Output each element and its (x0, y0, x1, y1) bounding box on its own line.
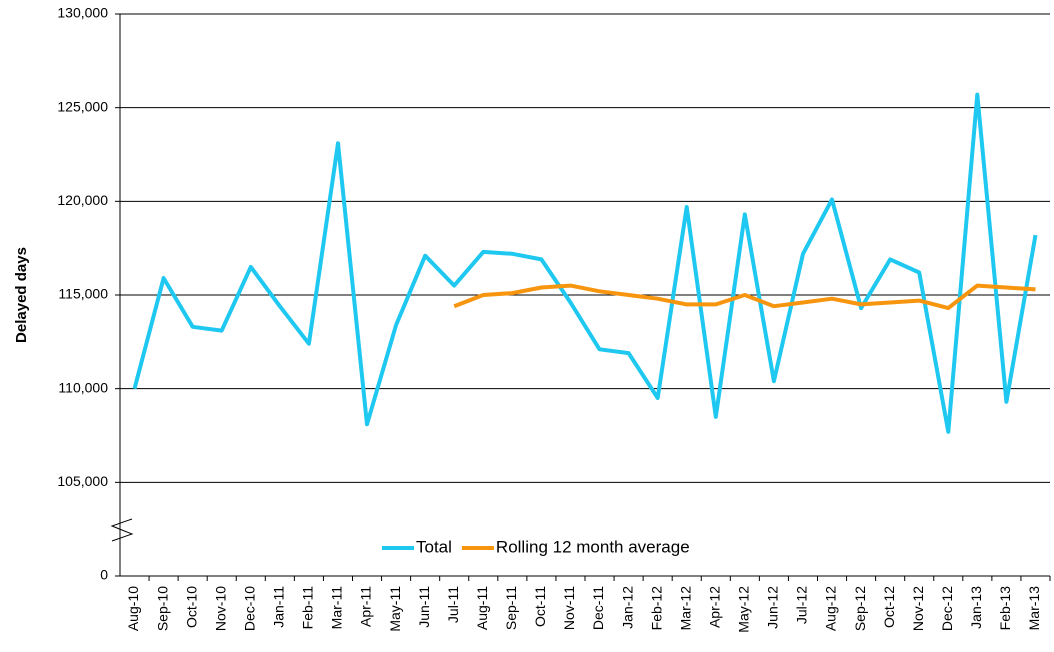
y-tick-label: 120,000 (57, 192, 108, 208)
x-tick-label: Aug-12 (823, 586, 839, 631)
series-line (132, 92, 1038, 434)
legend-label: Rolling 12 month average (496, 537, 690, 556)
y-axis-label: Delayed days (13, 247, 30, 343)
x-tick-label: May-11 (387, 586, 403, 632)
x-tick-label: Dec-11 (590, 586, 606, 630)
x-tick-label: Mar-11 (329, 586, 345, 630)
x-tick-label: Sep-10 (154, 586, 170, 631)
x-tick-label: Mar-12 (677, 586, 693, 631)
x-tick-label: May-12 (736, 586, 752, 633)
x-tick-label: Jan-12 (619, 586, 635, 629)
y-tick-label: 105,000 (57, 473, 108, 489)
x-tick-label: Aug-10 (125, 586, 141, 631)
x-tick-label: Oct-11 (532, 586, 548, 627)
x-tick-label: Jun-12 (765, 586, 781, 629)
x-tick-label: Nov-10 (212, 586, 228, 631)
x-tick-label: Apr-11 (358, 586, 374, 627)
y-tick-label: 130,000 (57, 5, 108, 21)
axis-break (110, 518, 134, 542)
x-tick-label: Aug-11 (474, 586, 490, 630)
x-tick-label: Jul-11 (445, 586, 461, 623)
x-tick-label: Apr-12 (706, 586, 722, 628)
series-line (453, 283, 1036, 311)
x-tick-label: Dec-12 (939, 586, 955, 631)
x-tick-label: Feb-11 (300, 586, 316, 630)
legend-label: Total (416, 537, 452, 556)
y-tick-label: 125,000 (57, 98, 108, 114)
y-tick-label: 0 (100, 567, 108, 583)
x-tick-label: Oct-12 (881, 586, 897, 628)
x-tick-label: Dec-10 (241, 586, 257, 631)
x-tick-label: Jan-13 (968, 586, 984, 629)
x-tick-label: Jan-11 (271, 586, 287, 628)
x-tick-label: Feb-12 (648, 586, 664, 631)
x-tick-label: Mar-13 (1026, 586, 1042, 631)
x-tick-label: Nov-12 (910, 586, 926, 631)
y-tick-label: 110,000 (58, 379, 108, 395)
y-tick-label: 115,000 (58, 286, 108, 302)
x-tick-label: Feb-13 (997, 586, 1013, 631)
x-tick-label: Sep-12 (852, 586, 868, 631)
x-tick-label: Jul-12 (794, 586, 810, 624)
x-tick-label: Oct-10 (183, 586, 199, 628)
x-tick-label: Jun-11 (416, 586, 432, 628)
x-tick-label: Nov-11 (561, 586, 577, 630)
x-tick-label: Sep-11 (503, 586, 519, 630)
